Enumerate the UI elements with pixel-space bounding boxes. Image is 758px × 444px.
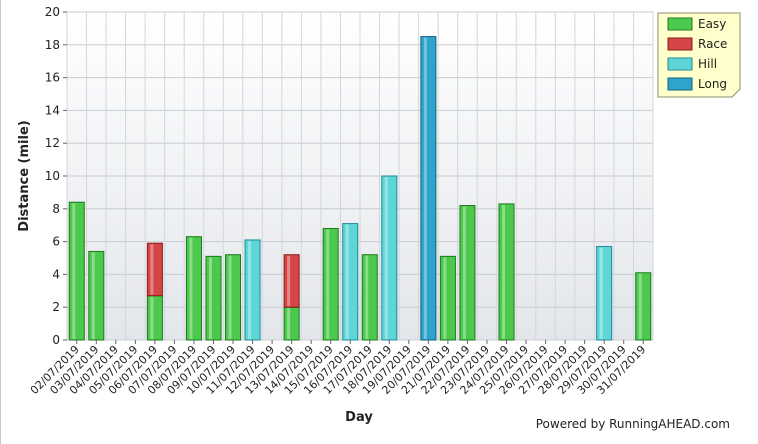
bar-easy <box>635 272 652 341</box>
bar-hill <box>596 246 613 341</box>
bar-easy <box>459 205 476 341</box>
legend-label-long: Long <box>698 77 727 91</box>
legend-box <box>657 12 741 98</box>
bar-easy <box>88 250 105 341</box>
y-tick-label: 8 <box>52 202 60 216</box>
bar-highlight <box>287 255 291 307</box>
y-tick-label: 18 <box>45 38 60 52</box>
bar-easy <box>225 254 242 341</box>
y-tick-label: 4 <box>52 267 60 281</box>
bar-easy <box>185 236 202 341</box>
bar-highlight <box>189 237 193 339</box>
legend-swatch-race <box>667 37 693 51</box>
bar-hill <box>342 223 359 341</box>
gridlines <box>66 11 654 341</box>
bars <box>68 36 652 341</box>
y-tick-label: 12 <box>45 136 60 150</box>
bar-highlight <box>150 244 154 295</box>
bar-easy <box>205 255 222 341</box>
bar-race <box>283 254 300 308</box>
y-axis-ticks: 0 2 4 6 8 10 12 14 16 18 20 <box>45 5 67 347</box>
legend-label-easy: Easy <box>698 17 726 31</box>
bar-highlight <box>384 177 388 339</box>
legend: Easy Race Hill Long <box>657 12 741 98</box>
bar-highlight <box>150 296 154 339</box>
legend-swatch-easy <box>667 17 693 31</box>
bar-highlight <box>228 255 232 339</box>
credit-text: Powered by RunningAHEAD.com <box>536 417 730 431</box>
y-tick-label: 2 <box>52 300 60 314</box>
x-axis-title: Day <box>345 410 373 425</box>
bar-race <box>146 242 163 297</box>
bar-highlight <box>365 255 369 339</box>
bar-highlight <box>638 273 642 339</box>
bar-easy <box>322 227 339 341</box>
legend-label-hill: Hill <box>698 57 717 71</box>
bar-easy <box>439 255 456 341</box>
bar-highlight <box>599 247 603 339</box>
y-tick-label: 20 <box>45 5 60 19</box>
y-tick-label: 0 <box>52 333 60 347</box>
y-tick-label: 6 <box>52 235 60 249</box>
y-tick-label: 16 <box>45 71 60 85</box>
legend-swatch-hill <box>667 57 693 71</box>
bar-highlight <box>443 257 447 339</box>
bar-highlight <box>423 37 427 339</box>
bar-easy <box>68 201 85 341</box>
bar-highlight <box>209 257 212 339</box>
bar-highlight <box>72 203 76 339</box>
bar-highlight <box>91 252 95 339</box>
bar-highlight <box>287 308 291 339</box>
bar-easy <box>361 254 378 341</box>
y-tick-label: 14 <box>45 103 60 117</box>
bar-hill <box>381 175 398 341</box>
y-tick-label: 10 <box>45 169 60 183</box>
y-axis-title: Distance (mile) <box>17 120 32 231</box>
bar-hill <box>244 239 261 341</box>
legend-label-race: Race <box>698 37 727 51</box>
x-axis-ticks: 02/07/201903/07/201904/07/201905/07/2019… <box>28 340 648 397</box>
bar-easy <box>146 295 163 341</box>
bar-highlight <box>502 204 505 339</box>
bar-easy <box>498 203 515 341</box>
bar-highlight <box>248 240 252 339</box>
bar-long <box>420 36 437 341</box>
bar-easy <box>283 306 300 341</box>
bar-highlight <box>345 224 349 339</box>
bar-highlight <box>326 229 330 339</box>
bar-highlight <box>462 206 466 339</box>
legend-swatch-long <box>667 77 693 91</box>
